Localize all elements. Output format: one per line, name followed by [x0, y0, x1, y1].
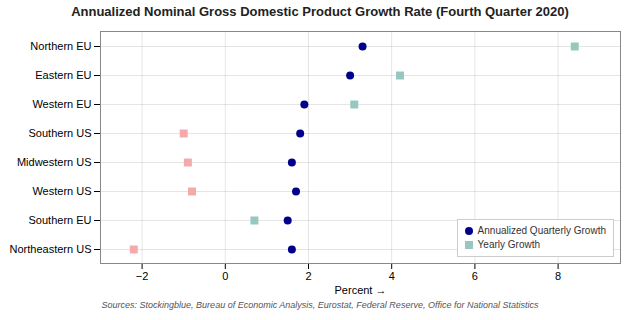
svg-text:2: 2: [305, 270, 311, 282]
html-text:Yearly Growth: Yearly Growth: [477, 239, 540, 250]
svg-text:Eastern EU: Eastern EU: [35, 69, 91, 81]
svg-text:−2: −2: [136, 270, 149, 282]
svg-text:0: 0: [222, 270, 228, 282]
svg-text:4: 4: [389, 270, 395, 282]
html-text:Annualized Quarterly Growth: Annualized Quarterly Growth: [477, 225, 606, 236]
svg-text:Western US: Western US: [32, 185, 91, 197]
svg-text:Midwestern US: Midwestern US: [17, 156, 92, 168]
svg-text:Percent →: Percent →: [335, 284, 387, 296]
svg-text:Western EU: Western EU: [32, 98, 91, 110]
svg-text:Northern EU: Northern EU: [30, 40, 91, 52]
svg-text:8: 8: [555, 270, 561, 282]
svg-text:6: 6: [472, 270, 478, 282]
svg-text:Southern EU: Southern EU: [29, 214, 92, 226]
svg-text:Northeastern US: Northeastern US: [10, 243, 92, 255]
html-text:Sources: Stockingblue, Bureau: Sources: Stockingblue, Bureau of Economi…: [101, 300, 539, 310]
svg-text:Southern US: Southern US: [29, 127, 92, 139]
html-text:Annualized Nominal Gross Domes: Annualized Nominal Gross Domestic Produc…: [71, 4, 569, 19]
